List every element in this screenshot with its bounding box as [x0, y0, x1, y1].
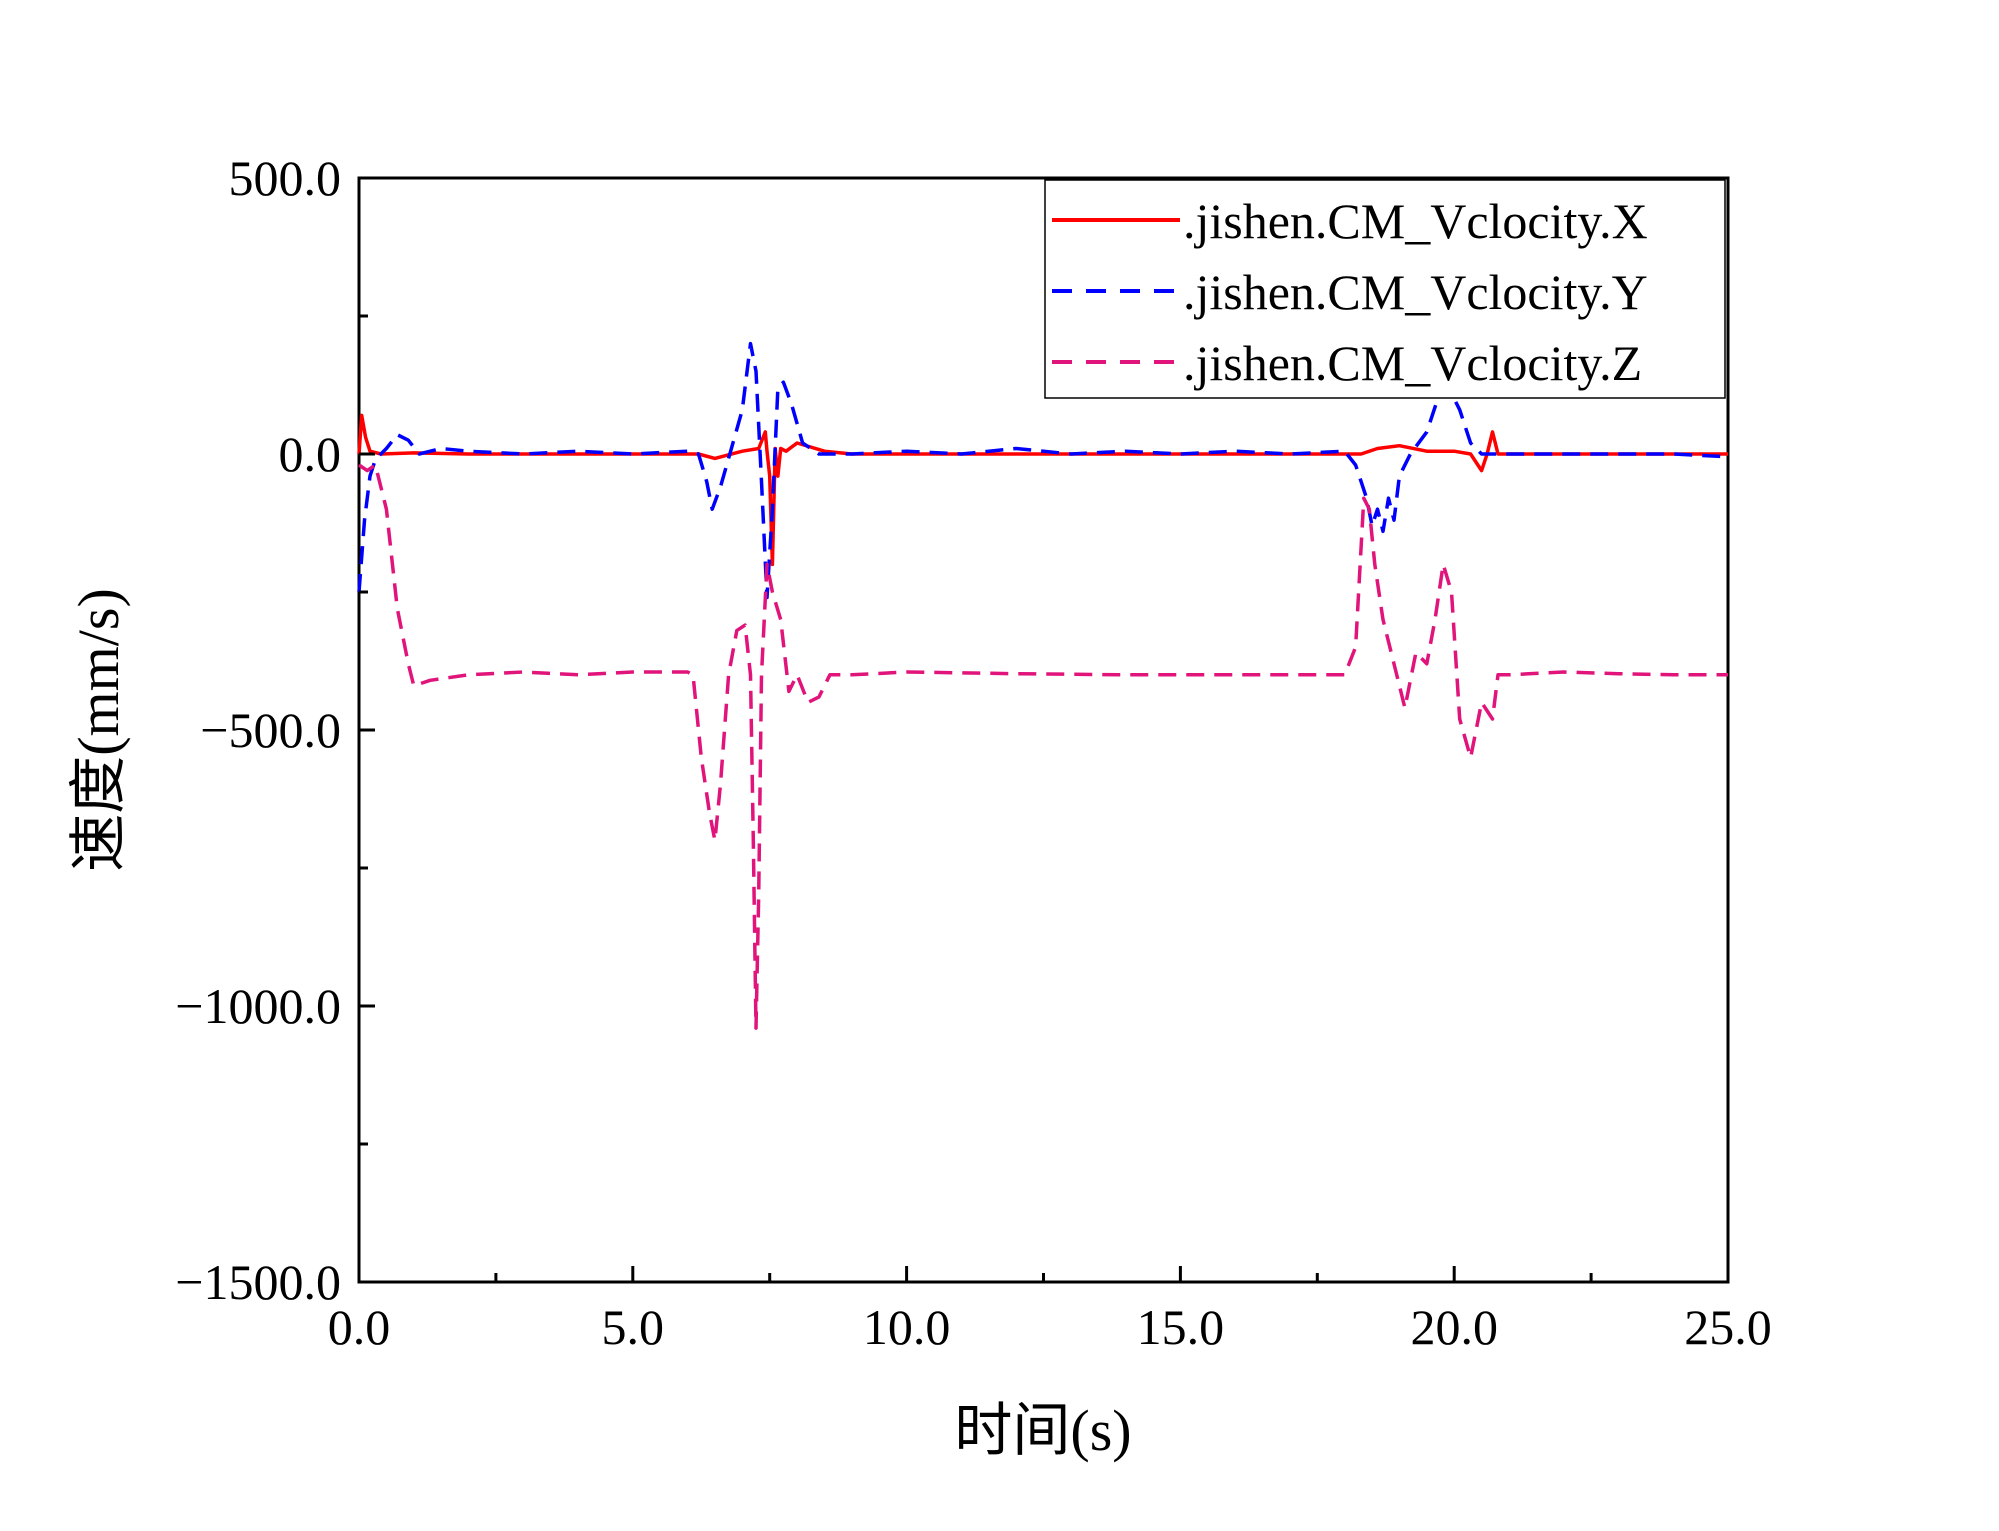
legend-label-y: .jishen.CM_Vclocity.Y	[1183, 264, 1648, 320]
x-tick-label: 15.0	[1137, 1299, 1225, 1355]
legend-label-z: .jishen.CM_Vclocity.Z	[1183, 335, 1642, 391]
y-axis-title: 速度(mm/s)	[66, 588, 131, 872]
x-tick-label: 25.0	[1684, 1299, 1772, 1355]
series-line-z	[358, 463, 1728, 1030]
y-tick-label: −500.0	[200, 702, 341, 758]
series-layer	[357, 341, 1729, 1030]
x-tick-label: 10.0	[863, 1299, 951, 1355]
x-tick-label: 20.0	[1410, 1299, 1498, 1355]
x-tick-label: 0.0	[328, 1299, 391, 1355]
legend-label-x: .jishen.CM_Vclocity.X	[1183, 193, 1648, 249]
x-tick-label: 5.0	[602, 1299, 665, 1355]
y-tick-label: −1500.0	[175, 1254, 341, 1310]
legend: .jishen.CM_Vclocity.X .jishen.CM_Vclocit…	[1044, 179, 1726, 399]
ticks-layer: 0.0 5.0 10.0 15.0 20.0 25.0 500.0 0.0 −500.0 −100…	[175, 150, 1771, 1355]
y-tick-label: −1000.0	[175, 978, 341, 1034]
y-tick-label: 0.0	[279, 426, 342, 482]
x-axis-title: 时间(s)	[954, 1398, 1131, 1463]
series-line-y	[357, 341, 1729, 600]
y-tick-label: 500.0	[229, 150, 342, 206]
series-line-x	[357, 413, 1728, 567]
